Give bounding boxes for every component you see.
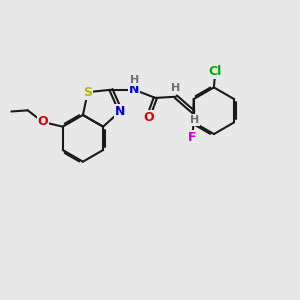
Text: O: O	[143, 110, 154, 124]
Text: H: H	[190, 115, 200, 125]
Text: N: N	[115, 105, 126, 118]
Text: H: H	[130, 75, 139, 85]
Text: O: O	[38, 116, 48, 128]
Text: N: N	[129, 83, 140, 96]
Text: F: F	[188, 131, 196, 144]
Text: Cl: Cl	[209, 65, 222, 78]
Text: S: S	[83, 86, 92, 99]
Text: H: H	[171, 83, 181, 93]
